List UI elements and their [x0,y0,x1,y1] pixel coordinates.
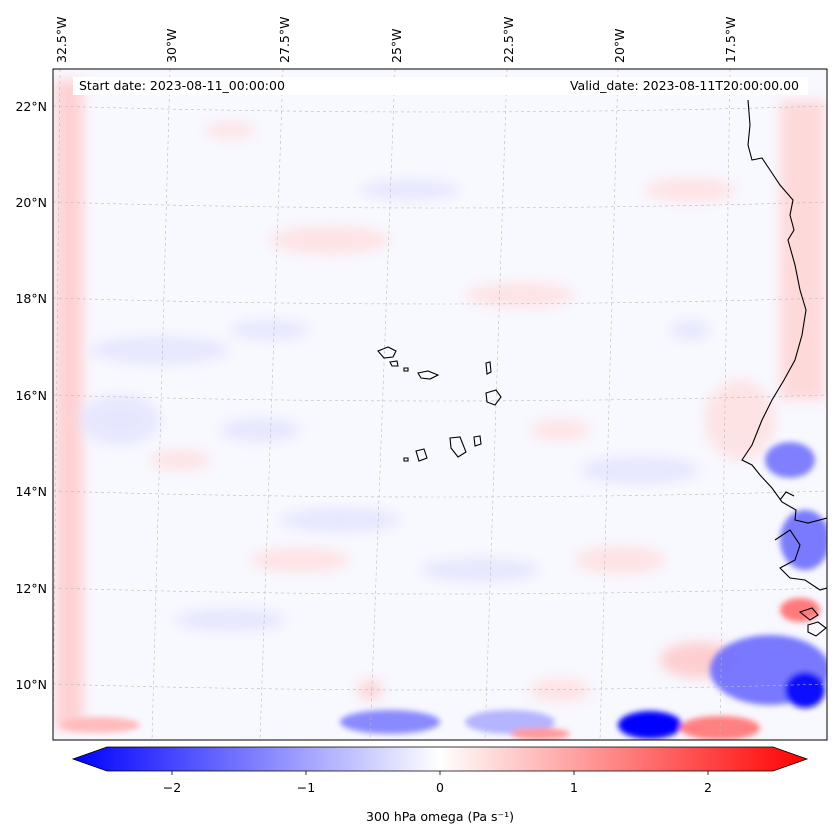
map-frame [52,68,828,741]
lat-label: 12°N [15,581,47,596]
colorbar: −2 −1 0 1 2 300 hPa omega (Pa s⁻¹) [71,746,809,824]
lat-label: 18°N [15,291,47,306]
africa-coastline [741,99,827,524]
island-sal [485,361,492,375]
lat-label: 20°N [15,195,47,210]
colorbar-ticks [171,771,709,775]
header-background [73,77,808,95]
cape-verde-islands [377,346,502,462]
gridlines [53,69,827,740]
omega-field [53,69,827,740]
island-brava [403,457,409,462]
lat-label: 16°N [15,388,47,403]
colorbar-tick-label: −2 [163,780,181,795]
lon-label: 20°W [612,28,627,63]
start-date-label: Start date: 2023-08-11_00:00:00 [79,78,285,93]
lon-label: 27.5°W [277,17,292,63]
island-santiago [449,436,467,458]
island-boa-vista [485,389,502,406]
lon-label: 32.5°W [54,17,69,63]
coastline [741,99,827,637]
colorbar-tick-label: 2 [704,780,712,795]
colorbar-bar [71,746,809,772]
lon-label: 30°W [164,28,179,63]
lat-label: 14°N [15,484,47,499]
lon-label: 17.5°W [723,17,738,63]
colorbar-tick-label: −1 [297,780,315,795]
valid-date-label: Valid_date: 2023-08-11T20:00:00.00 [569,78,799,93]
latitude-labels: 22°N 20°N 18°N 16°N 14°N 12°N 10°N [15,99,47,692]
island-maio [473,435,482,447]
longitude-labels: 32.5°W 30°W 27.5°W 25°W 22.5°W 20°W 17.5… [54,17,738,63]
lat-label: 10°N [15,677,47,692]
map-panel [52,68,828,741]
island-sao-nicolau [417,370,440,380]
island-fogo [415,448,428,462]
island-santo-antao [377,346,397,359]
lat-label: 22°N [15,99,47,114]
island-santa-luzia [403,367,409,372]
island-sao-vicente [389,360,399,367]
lon-label: 22.5°W [501,17,516,63]
colorbar-tick-label: 1 [570,780,578,795]
colorbar-tick-label: 0 [436,780,444,795]
colorbar-label: 300 hPa omega (Pa s⁻¹) [366,809,514,824]
lon-label: 25°W [389,28,404,63]
